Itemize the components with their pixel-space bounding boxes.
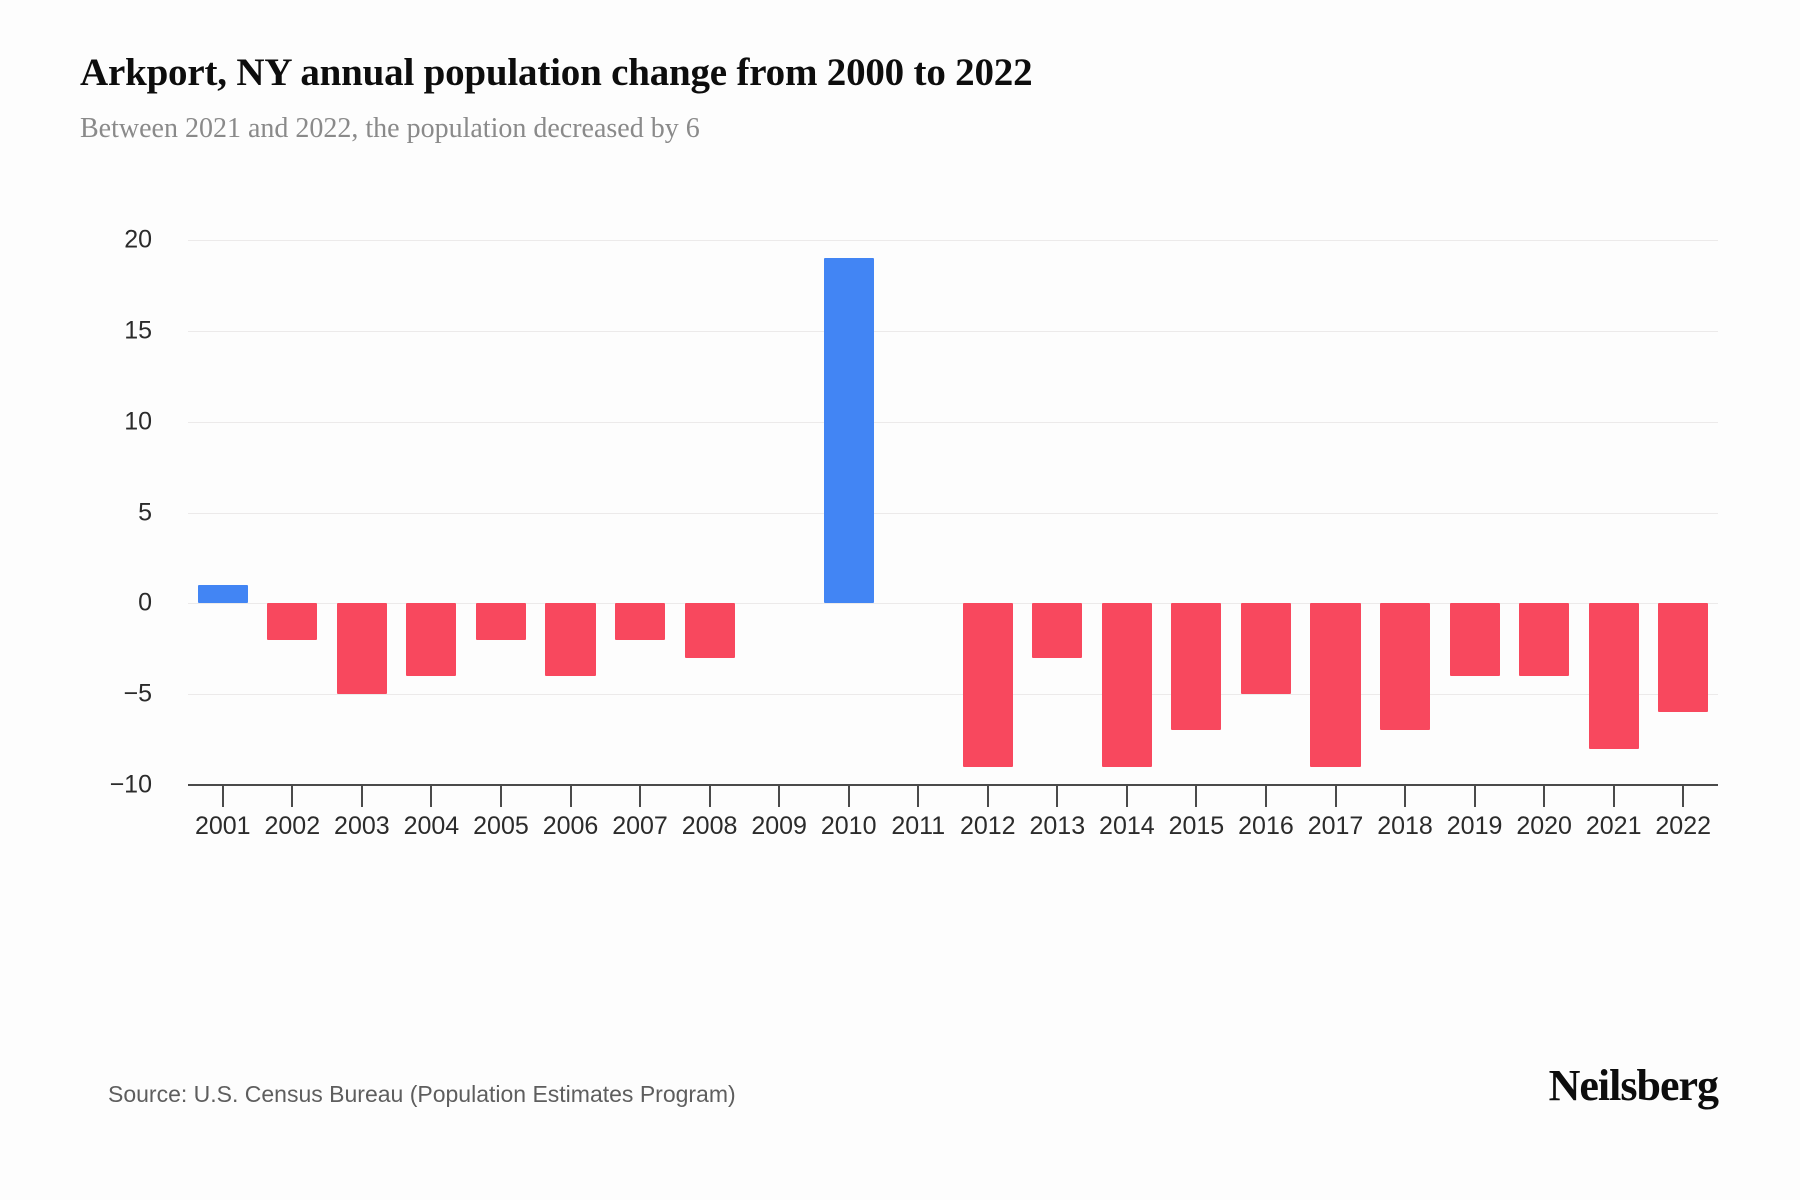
x-axis-tick	[221, 785, 224, 807]
source-note: Source: U.S. Census Bureau (Population E…	[108, 1081, 736, 1107]
page-subtitle: Between 2021 and 2022, the population de…	[80, 113, 700, 144]
bar-2004[interactable]	[406, 603, 457, 676]
bar-2020[interactable]	[1519, 603, 1570, 676]
x-axis-tick-label: 2021	[1585, 812, 1642, 840]
x-axis-tick	[1543, 785, 1546, 807]
x-axis-tick	[1264, 785, 1267, 807]
bar-2018[interactable]	[1380, 603, 1431, 731]
x-axis-tick	[639, 785, 642, 807]
bar-2017[interactable]	[1310, 603, 1361, 767]
x-axis-tick	[1195, 785, 1198, 807]
x-axis-tick	[1473, 785, 1476, 807]
bar-2022[interactable]	[1658, 603, 1709, 713]
y-axis-tick-label: 0	[138, 588, 152, 617]
bar-series	[188, 240, 1718, 785]
y-axis-tick-label: −10	[109, 770, 152, 799]
x-axis-tick-label: 2002	[264, 812, 321, 840]
x-axis-tick-label: 2015	[1168, 812, 1225, 840]
bar-2007[interactable]	[615, 603, 666, 640]
x-axis-tick	[360, 785, 363, 807]
bar-2021[interactable]	[1588, 603, 1639, 749]
x-axis-tick	[291, 785, 294, 807]
bar-2013[interactable]	[1032, 603, 1083, 658]
y-axis-tick-label: 15	[124, 316, 152, 345]
y-axis-labels: 20 15 10 5 0 −5 −10	[0, 226, 170, 799]
x-axis-tick-label: 2011	[891, 812, 946, 840]
x-axis-tick	[986, 785, 989, 807]
x-axis-tick-label: 2013	[1029, 812, 1086, 840]
x-axis-tick	[1334, 785, 1337, 807]
x-axis-labels: 2001 2002 2003 2004 2005 2006 2007 2008 2009 2010…	[188, 812, 1718, 852]
x-axis-tick-label: 2006	[542, 812, 599, 840]
bar-2005[interactable]	[475, 603, 526, 640]
x-axis-tick-label: 2003	[334, 812, 390, 840]
neilsberg-logo: Neilsberg	[1548, 1061, 1719, 1110]
page-title: Arkport, NY annual population change fro…	[80, 51, 1033, 94]
x-axis-tick	[917, 785, 920, 807]
x-axis-tick	[569, 785, 572, 807]
bar-2015[interactable]	[1171, 603, 1222, 731]
x-axis-tick	[847, 785, 850, 807]
x-axis-tick-label: 2016	[1238, 812, 1294, 840]
x-axis-tick-label: 2004	[403, 812, 460, 840]
bar-2001[interactable]	[197, 585, 248, 604]
bar-2002[interactable]	[267, 603, 318, 640]
x-axis-tick	[708, 785, 711, 807]
x-axis-tick	[1682, 785, 1685, 807]
x-axis-tick	[778, 785, 781, 807]
bar-2008[interactable]	[684, 603, 735, 658]
x-axis-tick	[1125, 785, 1128, 807]
x-axis-tick-label: 2007	[612, 812, 668, 840]
x-axis-tick	[1404, 785, 1407, 807]
bar-2003[interactable]	[336, 603, 387, 695]
x-axis-tick-label: 2019	[1446, 812, 1503, 840]
x-axis-tick-label: 2001	[194, 812, 251, 840]
bar-2016[interactable]	[1240, 603, 1291, 695]
x-axis-tick-label: 2010	[820, 812, 877, 840]
bar-2012[interactable]	[962, 603, 1013, 767]
y-axis-tick-label: 20	[124, 225, 152, 254]
x-axis-tick	[1056, 785, 1059, 807]
bar-2014[interactable]	[1101, 603, 1152, 767]
x-axis-tick-label: 2005	[473, 812, 529, 840]
x-axis-tick	[499, 785, 502, 807]
bar-2010[interactable]	[823, 258, 874, 604]
x-axis-tick	[1612, 785, 1615, 807]
y-axis-tick-label: 10	[124, 407, 152, 436]
x-axis-tick-label: 2008	[681, 812, 738, 840]
x-axis-ticks	[188, 240, 1718, 807]
chart-header: Arkport, NY annual population change fro…	[80, 50, 1720, 145]
x-axis-tick-label: 2017	[1307, 812, 1364, 840]
x-axis-tick-label: 2018	[1377, 812, 1433, 840]
y-axis-tick-label: −5	[123, 679, 152, 708]
x-axis-tick-label: 2012	[959, 812, 1016, 840]
plot-area	[188, 240, 1718, 807]
x-axis-tick-label: 2020	[1516, 812, 1572, 840]
x-axis-tick-label: 2022	[1655, 812, 1712, 840]
x-axis-tick-label: 2009	[751, 812, 807, 840]
bar-2006[interactable]	[545, 603, 596, 676]
y-axis-tick-label: 5	[138, 498, 152, 526]
x-axis-tick	[430, 785, 433, 807]
x-axis-tick-label: 2014	[1099, 812, 1155, 840]
bar-2019[interactable]	[1449, 603, 1500, 676]
